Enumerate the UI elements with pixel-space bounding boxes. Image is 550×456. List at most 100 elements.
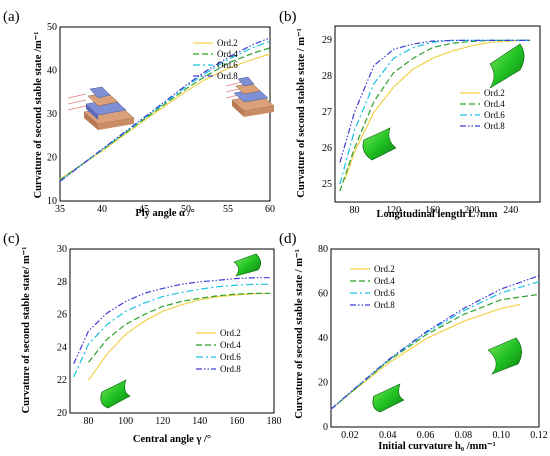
panel-c-frame <box>69 248 275 414</box>
legend-label: Ord.8 <box>217 71 238 81</box>
panel-a-frame <box>59 26 271 202</box>
panel-b-series-ord8 <box>339 39 531 163</box>
legend-label: Ord.6 <box>220 352 241 362</box>
panel-a-xtick: 45 <box>139 204 149 215</box>
legend-label: Ord.4 <box>484 99 505 109</box>
panel-c-ytick: 22 <box>57 375 67 386</box>
panel-c-ylabel: Curvature of second stable state/ m⁻¹ <box>21 247 32 414</box>
panel-d-yticks: 0 20 40 60 80 <box>318 244 328 433</box>
panel-d-series-ord4 <box>330 293 540 410</box>
panel-d-ytick: 60 <box>318 289 328 300</box>
legend-label: Ord.4 <box>374 276 395 286</box>
panel-d-series-ord6 <box>330 281 540 410</box>
panel-b-series <box>339 39 531 192</box>
panel-d-series <box>330 275 540 410</box>
panel-a-ytick: 30 <box>47 109 57 120</box>
panel-c-xtick: 180 <box>267 416 282 427</box>
panel-b-xtick: 120 <box>386 205 401 216</box>
legend-label: Ord.8 <box>374 300 395 310</box>
panel-c-xtick: 80 <box>84 416 94 427</box>
panel-a-yticks: 10 20 30 40 50 <box>47 22 57 207</box>
panel-a-xlabel: Ply angle α /° <box>135 208 194 219</box>
panel-c-ytick: 26 <box>57 310 67 321</box>
curved-shell-illustration <box>487 337 522 375</box>
panel-b-xtick: 200 <box>464 205 479 216</box>
panel-a-ytick: 20 <box>47 153 57 164</box>
panel-c-ytick: 20 <box>57 408 67 419</box>
panel-a-xtick: 60 <box>265 204 275 215</box>
panel-b-ytick: 27 <box>322 107 332 118</box>
panel-b-ytick: 28 <box>322 71 332 82</box>
legend-label: Ord.2 <box>374 264 395 274</box>
panel-c-xtick: 160 <box>229 416 244 427</box>
legend-label: Ord.6 <box>217 60 238 70</box>
panel-c: (c) Curvature of second stable state/ m⁻… <box>3 231 282 445</box>
panel-b-xtick: 80 <box>350 205 360 216</box>
panel-a-xtick: 50 <box>181 204 191 215</box>
panel-b: (b) Curvature of second stable state / m… <box>279 9 541 220</box>
panel-a: (a) Curvature of second stable state /m⁻… <box>3 9 275 219</box>
legend-label: Ord.4 <box>220 340 241 350</box>
curved-shell-illustration <box>233 253 261 277</box>
panel-b-ylabel: Curvature of second stable state / m⁻¹ <box>296 28 307 197</box>
panel-b-frame <box>334 25 541 203</box>
panel-d-ytick: 40 <box>318 333 328 344</box>
panel-d-label: (d) <box>279 231 297 247</box>
panel-b-ytick: 29 <box>322 35 332 46</box>
panel-d-xtick: 0.12 <box>530 430 548 441</box>
panel-c-series-ord4 <box>88 292 271 363</box>
panel-c-xlabel: Central angle γ /° <box>133 434 211 445</box>
panel-b-ytick: 26 <box>322 143 332 154</box>
panel-c-xtick: 140 <box>192 416 207 427</box>
legend-label: Ord.6 <box>374 288 395 298</box>
curved-shell-illustration <box>100 379 131 409</box>
panel-d: (d) Curvature of second stable state / m… <box>279 231 548 452</box>
panel-a-xtick: 40 <box>97 204 107 215</box>
legend-label: Ord.2 <box>220 328 241 338</box>
panel-a-ytick: 10 <box>47 196 57 207</box>
curved-shell-illustration <box>362 127 397 161</box>
legend-label: Ord.8 <box>484 121 505 131</box>
panel-c-series-ord8 <box>73 277 271 365</box>
panel-a-series-ord8 <box>59 37 271 182</box>
curved-shell-illustration <box>372 383 405 413</box>
panel-c-ytick: 30 <box>57 244 67 255</box>
panel-d-xtick: 0.04 <box>379 430 397 441</box>
panel-c-xtick: 100 <box>118 416 133 427</box>
panel-d-xtick: 0.08 <box>455 430 473 441</box>
panel-b-ytick: 25 <box>322 179 332 190</box>
panel-a-ylabel: Curvature of second stable state /m⁻¹ <box>33 32 44 199</box>
curved-shell-illustration <box>489 43 525 89</box>
panel-b-xlabel: Longitudinal length L /mm <box>376 209 497 220</box>
panel-a-xticks: 35 40 45 50 55 60 <box>55 204 275 215</box>
panel-b-legend: Ord.2 Ord.4 Ord.6 Ord.8 <box>460 88 505 131</box>
panel-d-legend: Ord.2 Ord.4 Ord.6 Ord.8 <box>350 264 395 310</box>
panel-d-xlabel: Initial curvature h₀ /mm⁻¹ <box>378 441 496 452</box>
legend-label: Ord.2 <box>484 88 505 98</box>
legend-label: Ord.8 <box>220 364 241 374</box>
panel-a-ytick: 40 <box>47 66 57 77</box>
panel-c-yticks: 20 22 24 26 28 30 <box>57 244 67 419</box>
legend-label: Ord.6 <box>484 110 505 120</box>
panel-d-xtick: 0.10 <box>492 430 510 441</box>
panel-a-series-ord4 <box>59 47 271 181</box>
panel-c-ytick: 24 <box>57 342 67 353</box>
legend-label: Ord.4 <box>217 49 238 59</box>
panel-d-ytick: 20 <box>318 378 328 389</box>
panel-d-xtick: 0.06 <box>417 430 435 441</box>
panel-d-ytick: 80 <box>318 244 328 255</box>
panel-d-xticks: 0.02 0.04 0.06 0.08 0.10 0.12 <box>341 430 548 441</box>
panel-c-xticks: 80 100 120 140 160 180 <box>84 416 282 427</box>
panel-a-series <box>59 37 271 182</box>
panel-d-series-ord8 <box>330 275 540 410</box>
panel-b-yticks: 25 26 27 28 29 <box>322 35 332 190</box>
panel-a-label: (a) <box>3 9 20 25</box>
panel-c-series-ord6 <box>73 283 271 378</box>
panel-d-ylabel: Curvature of second stable state / m⁻¹ <box>294 249 305 418</box>
laminate-stack-illustration <box>67 86 135 130</box>
panel-a-ytick: 50 <box>47 22 57 33</box>
panel-c-series-ord2 <box>88 292 271 381</box>
panel-a-xtick: 55 <box>223 204 233 215</box>
panel-c-legend: Ord.2 Ord.4 Ord.6 Ord.8 <box>196 328 241 374</box>
